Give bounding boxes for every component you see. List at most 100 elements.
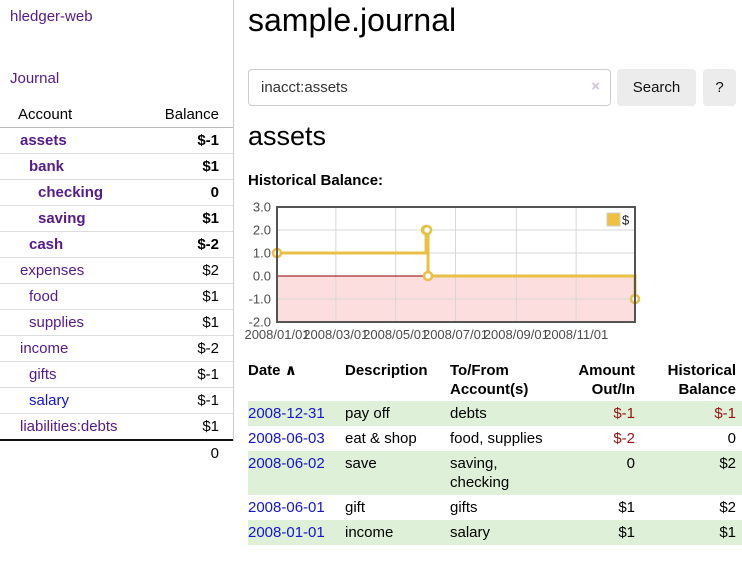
- transaction-description: income: [345, 520, 450, 545]
- transaction-amount: $-2: [613, 430, 635, 447]
- account-link[interactable]: food: [29, 288, 59, 305]
- account-cell: expenses: [0, 257, 148, 284]
- account-link[interactable]: expenses: [20, 262, 85, 279]
- account-link[interactable]: income: [20, 340, 69, 357]
- transaction-date-link[interactable]: 2008-06-01: [248, 499, 325, 516]
- account-total-balance: 0: [147, 439, 233, 466]
- account-row: food $1: [0, 283, 233, 310]
- balance-column-header: Balance: [147, 102, 233, 128]
- sort-ascending-icon: ∧: [284, 362, 297, 379]
- account-balance: $-1: [147, 387, 233, 414]
- y-axis-tick-label: 1.0: [253, 246, 271, 261]
- transaction-date-cell: 2008-12-31: [248, 401, 345, 426]
- page-title: sample.journal: [248, 2, 457, 38]
- x-axis-tick-label: 2008/05/01: [363, 327, 428, 342]
- app-brand-link[interactable]: hledger-web: [10, 8, 93, 25]
- help-button[interactable]: ?: [703, 69, 736, 106]
- account-row: saving $1: [0, 205, 233, 232]
- account-balance: $-2: [147, 335, 233, 362]
- account-row: salary $-1: [0, 387, 233, 414]
- account-cell: income: [0, 335, 148, 362]
- transaction-accounts: saving, checking: [450, 451, 568, 495]
- account-row: expenses $2: [0, 257, 233, 284]
- search-button[interactable]: Search: [617, 69, 696, 106]
- x-axis-tick-label: 2008/07/01: [423, 327, 488, 342]
- transaction-description: save: [345, 451, 450, 495]
- account-cell: cash: [0, 231, 148, 258]
- search-input[interactable]: [248, 69, 611, 106]
- account-link[interactable]: assets: [20, 132, 67, 149]
- account-cell: checking: [0, 179, 148, 206]
- plot-border: [276, 206, 636, 323]
- y-axis-tick-label: 2.0: [253, 223, 271, 238]
- account-cell: salary: [0, 387, 148, 414]
- account-cell: assets: [0, 127, 148, 154]
- x-axis-tick-label: 2008/09/01: [484, 327, 549, 342]
- legend-label: $: [622, 213, 630, 228]
- y-axis-tick-label: -1.0: [249, 292, 271, 307]
- chart-title: Historical Balance:: [248, 172, 384, 189]
- account-cell: food: [0, 283, 148, 310]
- data-point-marker: [422, 270, 434, 282]
- x-axis-tick-label: 2008/03/01: [303, 327, 368, 342]
- account-tree: Account Balance assets $-1 bank $1 checking 0…: [0, 102, 233, 466]
- account-heading: assets: [248, 121, 327, 151]
- sidebar-item-journal[interactable]: Journal: [10, 70, 60, 87]
- account-link[interactable]: liabilities:debts: [20, 418, 118, 435]
- account-balance: $1: [147, 205, 233, 232]
- account-link[interactable]: saving: [38, 210, 86, 227]
- account-cell: liabilities:debts: [0, 413, 148, 441]
- transaction-accounts: gifts: [450, 499, 478, 516]
- date-column-label: Date: [248, 362, 281, 379]
- account-link[interactable]: cash: [29, 236, 64, 253]
- account-link[interactable]: checking: [38, 184, 104, 201]
- y-axis-tick-label: 0.0: [253, 269, 271, 284]
- register-body: 2008-12-31 pay off debts $-1 $-1 2008-06-03 ea…: [248, 401, 742, 545]
- account-balance: $2: [147, 257, 233, 284]
- account-tree-body: assets $-1 bank $1 checking 0 saving $1 cash $-2 e…: [0, 127, 233, 441]
- transaction-accounts: debts: [450, 401, 568, 426]
- account-balance: $1: [147, 153, 233, 180]
- account-row: bank $1: [0, 153, 233, 180]
- transaction-description: pay off: [345, 401, 450, 426]
- account-link[interactable]: gifts: [29, 366, 57, 383]
- account-row: liabilities:debts $1: [0, 413, 233, 441]
- register-row: 2008-01-01 income salary $1 $1: [248, 520, 742, 545]
- account-balance: $-2: [147, 231, 233, 258]
- account-balance: $1: [147, 283, 233, 310]
- account-link[interactable]: bank: [29, 158, 65, 175]
- transaction-date-link[interactable]: 2008-12-31: [248, 405, 325, 422]
- account-row: supplies $1: [0, 309, 233, 336]
- account-link[interactable]: supplies: [29, 314, 85, 331]
- transaction-amount: $-1: [568, 401, 645, 426]
- transaction-date-link[interactable]: 2008-01-01: [248, 524, 325, 541]
- balance-column-header-main: Historical Balance: [667, 362, 736, 398]
- register-row: 2008-06-02 save saving, checking 0 $2: [248, 451, 742, 495]
- clear-search-icon[interactable]: ×: [591, 78, 600, 95]
- transaction-accounts: salary: [450, 520, 568, 545]
- transaction-date-link[interactable]: 2008-06-03: [248, 430, 325, 447]
- transaction-date-cell: 2008-06-02: [248, 451, 345, 495]
- accounts-column-header: To/From Account(s): [450, 362, 529, 398]
- account-cell: supplies: [0, 309, 148, 336]
- transaction-date-cell: 2008-06-03: [248, 426, 345, 451]
- account-balance: 0: [147, 179, 233, 206]
- date-column-header[interactable]: Date ∧: [248, 359, 345, 401]
- transaction-balance: 0: [727, 430, 736, 447]
- transaction-date-link[interactable]: 2008-06-02: [248, 455, 325, 472]
- account-balance: $1: [147, 413, 233, 441]
- account-link[interactable]: salary: [29, 392, 70, 409]
- transaction-balance: $1: [645, 520, 742, 545]
- search-input-wrap: ×: [248, 69, 611, 106]
- transaction-date-cell: 2008-01-01: [248, 520, 345, 545]
- y-axis-tick-label: 3.0: [253, 200, 271, 215]
- data-point-marker: [421, 224, 433, 236]
- transaction-balance: $2: [645, 451, 742, 495]
- y-axis-tick-label: -2.0: [249, 315, 271, 330]
- register-table: Date ∧ Description To/From Account(s) Am…: [248, 359, 742, 545]
- transaction-amount: $1: [618, 499, 635, 516]
- transaction-description: gift: [345, 499, 366, 516]
- sidebar-divider: [233, 0, 234, 441]
- register-row: 2008-06-01 gift gifts $1 $2: [248, 495, 742, 520]
